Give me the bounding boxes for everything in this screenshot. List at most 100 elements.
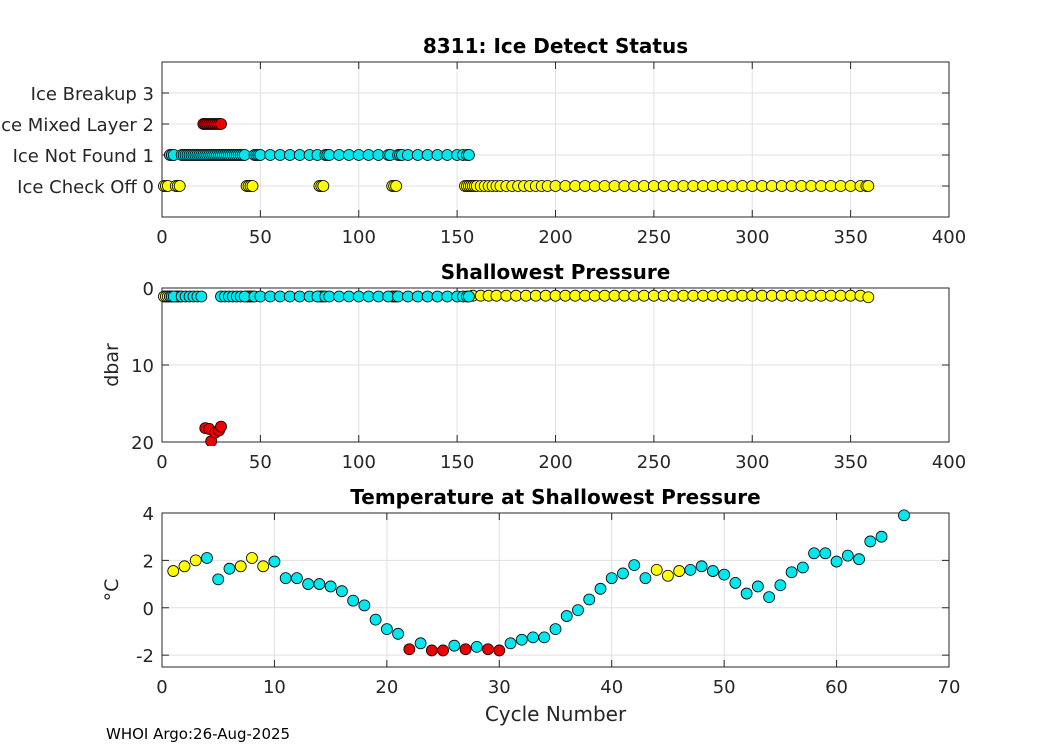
data-point — [352, 290, 365, 303]
data-point — [825, 289, 837, 302]
data-point — [549, 180, 562, 192]
footer-text: WHOI Argo:26-Aug-2025 — [106, 725, 291, 743]
data-point — [605, 572, 618, 585]
y-tick-label: 0 — [143, 279, 154, 300]
y-tick-label: 4 — [143, 504, 154, 525]
data-point — [796, 561, 809, 574]
series-ice-mixed-layer — [199, 420, 227, 446]
x-tick-label: 70 — [938, 677, 961, 698]
data-point — [707, 565, 719, 577]
data-points — [158, 118, 875, 192]
data-point — [291, 572, 303, 585]
data-point — [500, 289, 513, 302]
data-point — [707, 180, 719, 192]
data-point — [844, 289, 857, 302]
data-point — [559, 180, 572, 192]
data-point — [549, 289, 562, 302]
data-point — [628, 559, 641, 572]
chart-title: Temperature at Shallowest Pressure — [350, 485, 760, 509]
data-point — [459, 643, 472, 656]
data-point — [746, 180, 759, 192]
data-point — [493, 644, 506, 657]
y-tick-label: Ice Mixed Layer 2 — [0, 115, 154, 136]
data-point — [323, 290, 336, 303]
data-point — [598, 289, 611, 302]
data-point — [726, 289, 739, 302]
data-point — [382, 290, 395, 303]
x-tick-label: 200 — [538, 452, 572, 473]
data-point — [618, 180, 631, 192]
series-ice-not-found — [163, 290, 475, 303]
data-point — [234, 560, 247, 573]
data-point — [431, 149, 444, 161]
data-point — [411, 290, 424, 303]
data-point — [510, 289, 523, 302]
data-point — [819, 547, 832, 560]
x-tick-label: 350 — [833, 227, 867, 248]
data-point — [527, 631, 539, 644]
data-point — [201, 552, 213, 564]
data-point — [215, 420, 227, 433]
data-point — [569, 289, 582, 302]
data-point — [628, 289, 641, 302]
series-ice-check-off — [167, 552, 686, 582]
data-point — [572, 604, 584, 617]
data-point — [841, 549, 854, 562]
data-point — [774, 579, 787, 592]
data-point — [178, 560, 191, 573]
x-tick-label: 400 — [932, 452, 966, 473]
x-tick-label: 50 — [249, 452, 272, 473]
data-point — [785, 180, 798, 192]
data-point — [657, 289, 670, 302]
data-point — [853, 553, 865, 566]
data-point — [254, 290, 267, 303]
data-point — [795, 289, 808, 302]
y-tick-label: Ice Breakup 3 — [31, 84, 154, 105]
data-point — [766, 289, 778, 302]
data-point — [716, 289, 729, 302]
data-point — [569, 180, 582, 192]
data-point — [864, 535, 877, 548]
plot-area — [162, 513, 949, 667]
data-point — [588, 180, 601, 192]
data-point — [785, 566, 798, 579]
data-point — [254, 149, 267, 161]
data-point — [212, 573, 225, 586]
data-point — [441, 290, 454, 303]
x-tick-label: 300 — [735, 227, 769, 248]
data-point — [638, 180, 650, 192]
x-tick-label: 350 — [833, 452, 867, 473]
data-points — [158, 289, 875, 446]
data-point — [549, 623, 562, 635]
data-point — [598, 180, 611, 192]
data-point — [808, 547, 820, 560]
data-point — [862, 291, 875, 304]
data-point — [324, 580, 337, 593]
data-point — [718, 568, 731, 581]
data-point — [411, 149, 424, 161]
x-tick-label: 250 — [637, 452, 671, 473]
data-point — [677, 180, 690, 192]
y-tick-label: Ice Check Off 0 — [17, 177, 154, 198]
data-point — [756, 180, 768, 192]
data-point — [617, 567, 629, 580]
data-point — [560, 610, 573, 622]
y-axis-label: dbar — [101, 343, 123, 387]
data-point — [662, 569, 674, 582]
data-point — [579, 180, 591, 192]
x-tick-label: 30 — [488, 677, 511, 698]
data-point — [403, 643, 416, 656]
data-point — [283, 149, 296, 161]
data-point — [358, 599, 371, 612]
data-point — [421, 290, 434, 303]
data-point — [763, 591, 776, 604]
data-point — [805, 289, 818, 302]
data-point — [347, 594, 360, 607]
x-tick-label: 150 — [440, 227, 474, 248]
data-point — [279, 572, 292, 585]
data-point — [538, 631, 551, 644]
data-point — [520, 289, 532, 302]
y-tick-label: 10 — [131, 356, 154, 377]
data-point — [684, 563, 697, 576]
data-point — [608, 180, 621, 192]
